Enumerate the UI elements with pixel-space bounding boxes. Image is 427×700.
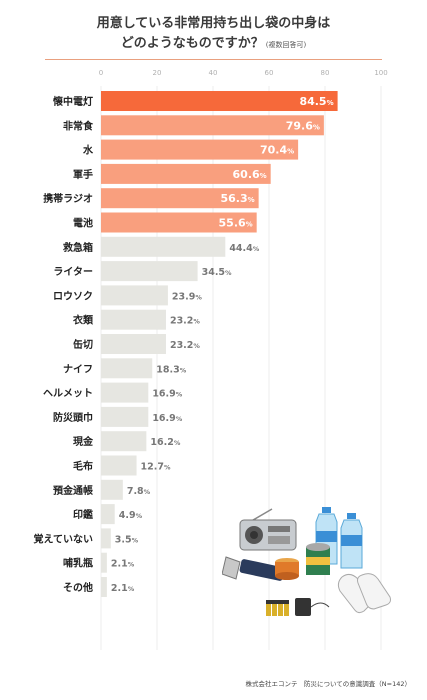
source-note: 株式会社エコンテ 防災についての意識調査（N=142） bbox=[245, 680, 411, 688]
category-label: その他 bbox=[63, 581, 93, 594]
bar bbox=[101, 479, 123, 500]
category-label: ナイフ bbox=[63, 363, 93, 375]
bar bbox=[101, 309, 166, 330]
data-label: 7.8% bbox=[127, 486, 151, 497]
data-label: 55.6% bbox=[219, 217, 253, 230]
category-label: 覚えていない bbox=[34, 532, 94, 545]
bar bbox=[101, 188, 259, 209]
bar bbox=[101, 236, 226, 257]
category-label: 水 bbox=[82, 144, 94, 157]
category-label: 携帯ラジオ bbox=[43, 192, 93, 205]
category-label: ロウソク bbox=[53, 290, 93, 302]
category-label: 毛布 bbox=[73, 460, 93, 473]
work-gloves-icon bbox=[337, 573, 391, 614]
flashlight-icon bbox=[222, 556, 285, 581]
data-label: 16.2% bbox=[150, 437, 180, 448]
x-tick-label: 40 bbox=[209, 69, 218, 77]
data-label: 16.9% bbox=[152, 389, 182, 400]
data-label: 2.1% bbox=[111, 559, 135, 570]
power-bank-icon bbox=[295, 598, 330, 616]
x-tick-label: 100 bbox=[374, 69, 387, 77]
bar bbox=[101, 91, 338, 111]
category-label: 現金 bbox=[73, 435, 94, 448]
title-line-1: 用意している非常用持ち出し袋の中身は bbox=[96, 16, 331, 31]
data-label: 56.3% bbox=[220, 192, 254, 205]
category-label: 懐中電灯 bbox=[53, 95, 93, 108]
radio-icon bbox=[239, 508, 297, 551]
data-label: 23.2% bbox=[170, 316, 200, 327]
title-divider bbox=[45, 59, 382, 60]
category-label: ライター bbox=[53, 266, 93, 278]
data-label: 23.2% bbox=[170, 340, 200, 351]
category-label: 缶切 bbox=[73, 338, 93, 351]
data-label: 60.6% bbox=[233, 168, 267, 181]
data-label: 12.7% bbox=[141, 462, 171, 473]
bar bbox=[101, 334, 166, 354]
data-label: 3.5% bbox=[115, 534, 139, 545]
data-label: 23.9% bbox=[172, 291, 202, 302]
bar bbox=[101, 406, 149, 427]
category-label: 預金通帳 bbox=[53, 484, 93, 497]
x-tick-label: 20 bbox=[153, 69, 162, 77]
bar bbox=[101, 577, 107, 597]
x-tick-label: 60 bbox=[265, 69, 274, 77]
bar bbox=[101, 139, 299, 160]
bar bbox=[101, 455, 137, 476]
data-label: 79.6% bbox=[286, 119, 320, 132]
data-label: 4.9% bbox=[119, 510, 143, 521]
category-label: 非常食 bbox=[63, 119, 94, 132]
bar bbox=[101, 504, 115, 525]
title-line-2: どのようなものですか？ (複数回答可) bbox=[0, 34, 427, 55]
bar bbox=[101, 431, 147, 452]
category-label: 防災頭巾 bbox=[53, 411, 93, 424]
data-label: 44.4% bbox=[229, 243, 259, 254]
x-tick-label: 80 bbox=[321, 69, 330, 77]
batteries-icon bbox=[266, 600, 289, 616]
bar bbox=[101, 382, 149, 403]
emergency-supplies-illustration bbox=[222, 507, 391, 616]
bar bbox=[101, 163, 271, 184]
chart-title: 用意している非常用持ち出し袋の中身は どのようなものですか？ (複数回答可) bbox=[0, 14, 427, 55]
category-label: 哺乳瓶 bbox=[63, 557, 93, 570]
category-label: 救急箱 bbox=[63, 241, 93, 254]
category-label: 電池 bbox=[73, 217, 93, 230]
category-label: 衣類 bbox=[73, 314, 94, 327]
bar bbox=[101, 358, 153, 379]
category-label: 軍手 bbox=[73, 168, 93, 181]
title-note: (複数回答可) bbox=[265, 41, 307, 49]
category-label: ヘルメット bbox=[43, 388, 93, 400]
bar bbox=[101, 261, 198, 282]
data-label: 34.5% bbox=[202, 267, 232, 278]
data-label: 84.5% bbox=[299, 95, 333, 108]
title-line-2-text: どのようなものですか？ bbox=[120, 36, 264, 51]
bar bbox=[101, 552, 107, 573]
data-label: 70.4% bbox=[260, 144, 294, 157]
bar bbox=[101, 285, 168, 306]
category-label: 印鑑 bbox=[73, 508, 93, 521]
data-label: 2.1% bbox=[111, 583, 135, 594]
bar bbox=[101, 115, 324, 136]
x-tick-label: 0 bbox=[99, 69, 103, 77]
canned-food-icon bbox=[275, 543, 330, 580]
bar bbox=[101, 528, 111, 549]
data-label: 18.3% bbox=[156, 364, 186, 375]
data-label: 16.9% bbox=[152, 413, 182, 424]
bar bbox=[101, 212, 257, 233]
